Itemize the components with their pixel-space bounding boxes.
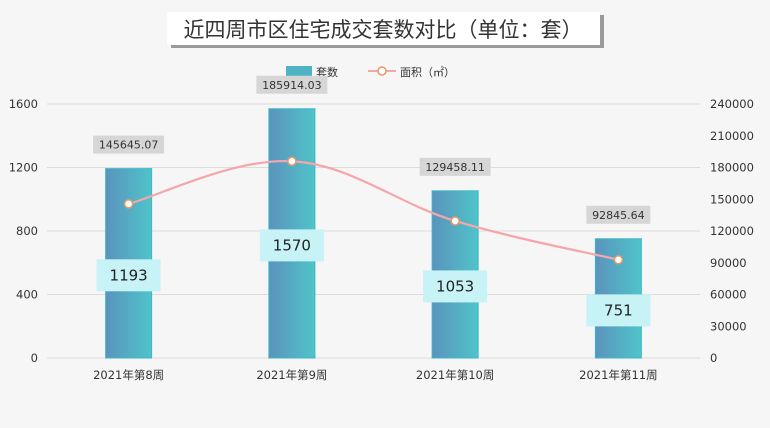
legend-line-label: 面积（㎡）	[400, 66, 455, 79]
left-tick-label: 400	[16, 288, 38, 302]
left-axis: 0 400 800 1200 1600	[9, 97, 38, 365]
line-value-label: 129458.11	[425, 161, 485, 174]
x-tick-label: 2021年第10周	[416, 368, 494, 382]
right-axis: 0 30000 60000 90000 120000 150000 180000 210000…	[710, 97, 754, 365]
line-point[interactable]	[123, 199, 134, 209]
line-value-box	[586, 205, 651, 224]
line-value-box	[93, 135, 165, 154]
bar-value-box	[259, 229, 324, 262]
x-axis: 2021年第8周 2021年第9周 2021年第10周 2021年第11周	[93, 368, 658, 382]
line-point[interactable]	[613, 254, 624, 265]
title-box	[167, 12, 600, 45]
line-value-box	[419, 157, 491, 176]
line-value-box	[256, 75, 328, 94]
bar-series: 1193 1570 1053 751	[96, 108, 651, 359]
legend-bar-swatch	[286, 66, 312, 77]
right-tick-label: 180000	[710, 161, 754, 175]
line-point[interactable]	[287, 156, 297, 166]
legend[interactable]: 套数 面积（㎡）	[286, 66, 455, 79]
left-tick-label: 800	[16, 224, 38, 238]
x-tick-label: 2021年第8周	[93, 368, 164, 382]
line-value-label: 145645.07	[99, 139, 159, 152]
x-tick-label: 2021年第9周	[256, 368, 327, 382]
line-value-label: 92845.64	[592, 209, 645, 222]
line-value-label: 185914.03	[262, 79, 322, 92]
left-tick-label: 0	[31, 351, 38, 365]
bar-value-box	[586, 294, 651, 327]
bar-value-box	[96, 259, 161, 292]
chart-title: 近四周市区住宅成交套数对比（单位：套）	[184, 18, 583, 42]
bar-value-label: 1053	[436, 277, 474, 295]
legend-line-marker	[377, 66, 387, 76]
x-tick-label: 2021年第11周	[579, 368, 657, 382]
right-tick-label: 210000	[710, 129, 754, 143]
bar-value-label: 1570	[273, 236, 311, 254]
area-line	[128, 160, 619, 261]
right-tick-label: 90000	[710, 256, 747, 270]
right-tick-label: 150000	[710, 192, 754, 206]
line-point[interactable]	[450, 216, 460, 226]
right-tick-label: 60000	[710, 288, 747, 302]
bar-value-box	[423, 270, 488, 303]
bar-value-label: 1193	[110, 266, 148, 284]
left-tick-label: 1200	[9, 161, 38, 175]
right-tick-label: 30000	[710, 319, 747, 333]
bar-value-label: 751	[604, 301, 633, 319]
line-series: 145645.07 185914.03 129458.11 92845.64	[93, 75, 651, 265]
right-tick-label: 0	[710, 351, 717, 365]
left-tick-label: 1600	[9, 97, 38, 111]
right-tick-label: 120000	[710, 224, 754, 238]
right-tick-label: 240000	[710, 97, 754, 111]
legend-bar-label: 套数	[316, 66, 338, 79]
